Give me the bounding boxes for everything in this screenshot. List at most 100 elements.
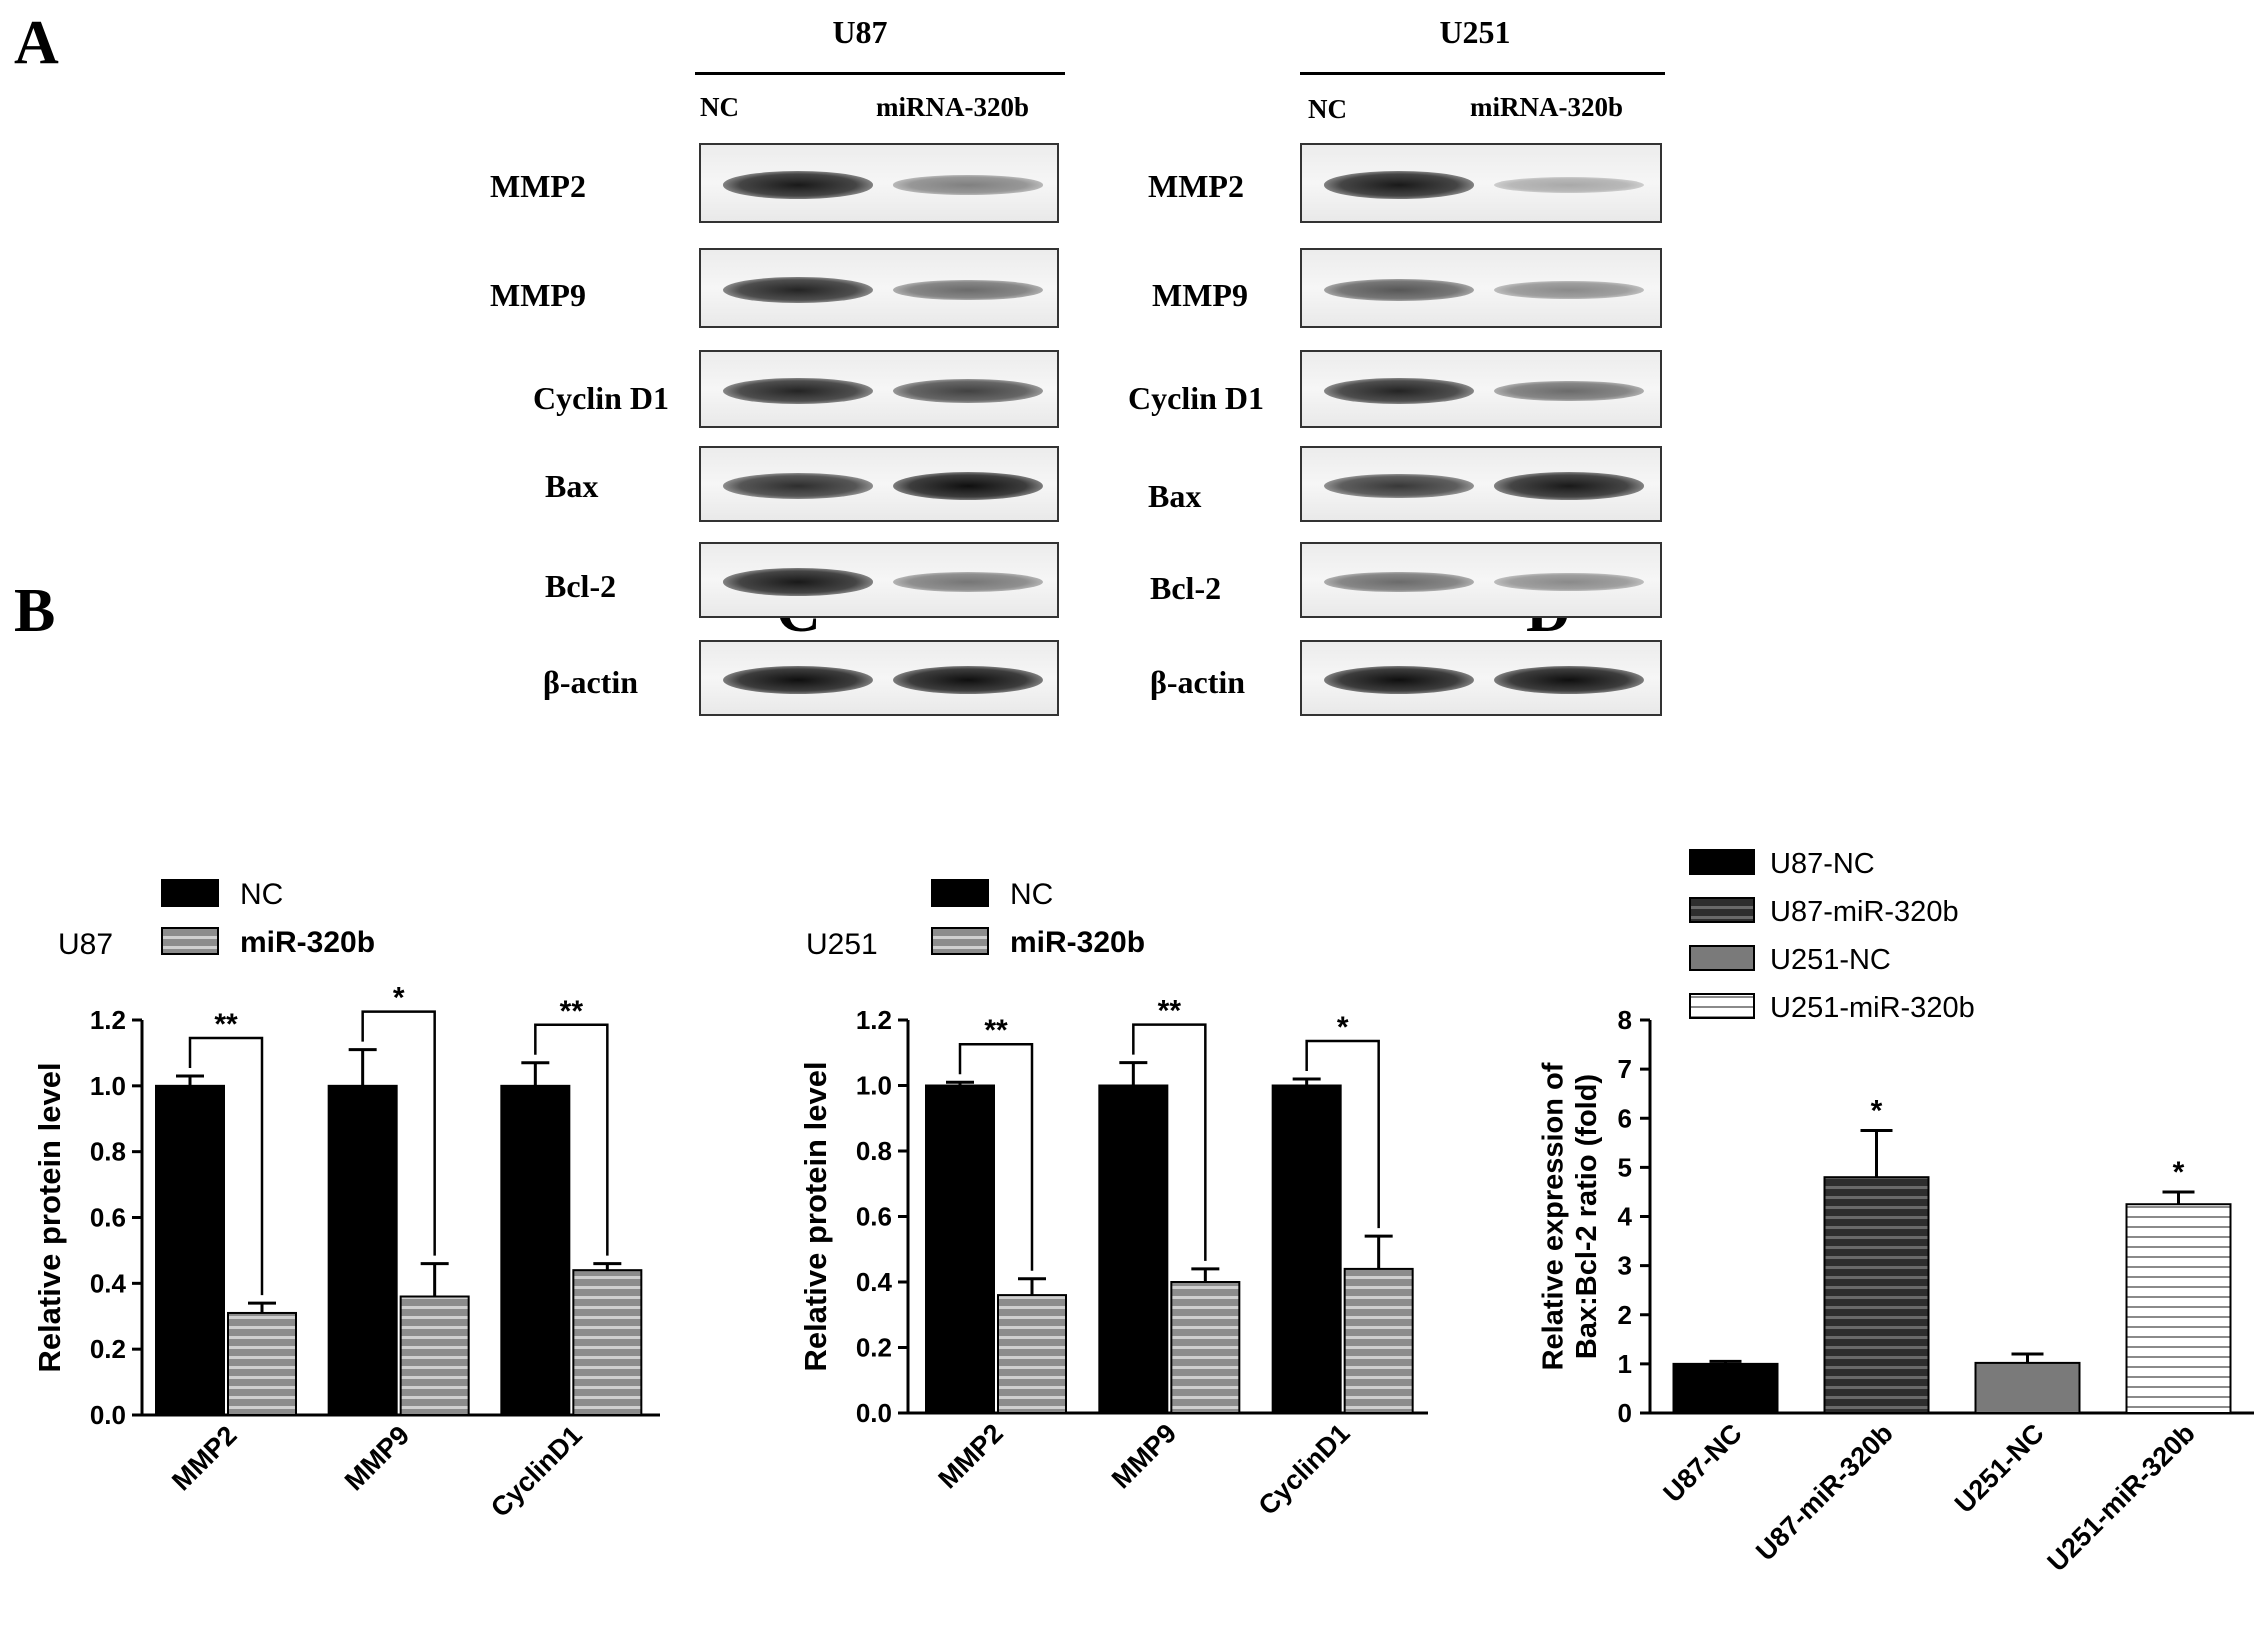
blot-box-u87-row-6 bbox=[699, 640, 1059, 716]
y-tick-label: 0.6 bbox=[856, 1202, 892, 1232]
blot-protein-label-u87-cyclind1: Cyclin D1 bbox=[533, 380, 669, 416]
legend-swatch bbox=[931, 879, 989, 907]
y-tick-label: 3 bbox=[1618, 1251, 1632, 1281]
blot-band-u251-row-5-lane-1 bbox=[1324, 571, 1474, 593]
bar-u87-nc bbox=[1672, 1362, 1779, 1414]
blot-band-u87-row-5-lane-1 bbox=[723, 568, 873, 596]
bar-mir-320b-mmp2 bbox=[227, 1311, 297, 1417]
blot-band-u87-row-6-lane-1 bbox=[723, 666, 873, 694]
blot-protein-label-u251-mmp9: MMP9 bbox=[1152, 277, 1248, 313]
blot-band-u251-row-3-lane-2 bbox=[1494, 380, 1644, 402]
bar-u87-mir-320b bbox=[1823, 1176, 1930, 1414]
legend-label: NC bbox=[240, 878, 283, 911]
chart-d-bax-bcl2: 0 1 2 3 4 5 6 7 8 Relative expression ofBax:Bcl-2… bbox=[1538, 848, 2254, 1577]
blot-band-u87-row-6-lane-2 bbox=[893, 666, 1043, 694]
blot-band-u87-row-2-lane-1 bbox=[723, 276, 873, 304]
chart-b-u87: 0.0 0.2 0.4 0.6 0.8 1.0 1.2 Relative protein le… bbox=[32, 878, 660, 1523]
blot-protein-label-u87-actin: β-actin bbox=[543, 664, 639, 700]
significance-bracket bbox=[188, 1036, 264, 1296]
y-axis-label-line: Bax:Bcl-2 ratio (fold) bbox=[1571, 1074, 1603, 1359]
y-tick-label: 1.2 bbox=[856, 1005, 892, 1035]
blot-box-u251-row-5 bbox=[1300, 542, 1662, 618]
x-tick-label: MMP2 bbox=[166, 1420, 242, 1496]
significance-bracket bbox=[1305, 1039, 1380, 1229]
blot-band-u251-row-1-lane-2 bbox=[1494, 177, 1644, 193]
x-tick-label: U87-NC bbox=[1658, 1418, 1748, 1508]
bar-mir-320b-cyclind1 bbox=[572, 1269, 643, 1416]
blot-band-u251-row-5-lane-2 bbox=[1494, 572, 1644, 592]
significance-bracket bbox=[534, 1023, 609, 1256]
blot-band-u87-row-4-lane-2 bbox=[893, 472, 1043, 500]
significance-star: ** bbox=[214, 1008, 238, 1041]
bar-nc-cyclind1 bbox=[500, 1084, 571, 1417]
blot-lane-label-u251-mirna: miRNA-320b bbox=[1470, 92, 1623, 122]
y-axis-label-line: Relative expression of bbox=[1538, 1062, 1570, 1370]
blot-protein-label-u251-mmp2: MMP2 bbox=[1148, 168, 1244, 204]
y-tick-label: 2 bbox=[1618, 1300, 1632, 1330]
bar-u251-nc bbox=[1974, 1361, 2081, 1414]
y-axis-label: Relative expression ofBax:Bcl-2 ratio (f… bbox=[1538, 1062, 1603, 1370]
bar-mir-320b-cyclind1 bbox=[1343, 1267, 1414, 1415]
blot-protein-label-u251-cyclind1: Cyclin D1 bbox=[1128, 380, 1264, 416]
blot-band-u251-row-3-lane-1 bbox=[1324, 377, 1474, 405]
blot-box-u87-row-1 bbox=[699, 143, 1059, 223]
legend-label: U251-NC bbox=[1770, 944, 1891, 976]
blot-box-u87-row-3 bbox=[699, 350, 1059, 428]
x-tick-label: U251-NC bbox=[1949, 1418, 2050, 1519]
blot-box-u251-row-4 bbox=[1300, 446, 1662, 522]
x-tick-label: U251-miR-320b bbox=[2042, 1418, 2201, 1577]
significance-star: * bbox=[1871, 1095, 1883, 1128]
blot-box-u251-row-3 bbox=[1300, 350, 1662, 428]
significance-star: ** bbox=[1158, 995, 1182, 1028]
y-axis-label: Relative protein level bbox=[798, 1061, 833, 1371]
panel-letter-a: A bbox=[14, 9, 59, 77]
blot-box-u87-row-4 bbox=[699, 446, 1059, 522]
bar-nc-mmp9 bbox=[1098, 1084, 1169, 1414]
x-tick-label: MMP2 bbox=[933, 1418, 1009, 1494]
legend-label: U251-miR-320b bbox=[1770, 992, 1975, 1024]
y-tick-label: 0.6 bbox=[90, 1203, 126, 1233]
y-tick-label: 6 bbox=[1618, 1103, 1632, 1133]
legend-label: NC bbox=[1010, 878, 1053, 911]
blot-band-u87-row-3-lane-2 bbox=[893, 379, 1043, 403]
bar-nc-mmp2 bbox=[925, 1084, 995, 1414]
blot-band-u251-row-4-lane-2 bbox=[1494, 472, 1644, 500]
legend-swatch bbox=[1689, 945, 1755, 971]
blot-lane-label-u251-nc: NC bbox=[1308, 94, 1347, 124]
cell-line-label: U87 bbox=[58, 928, 113, 961]
y-tick-label: 0.4 bbox=[856, 1267, 893, 1297]
y-tick-label: 0.0 bbox=[90, 1400, 126, 1430]
legend-label: miR-320b bbox=[1010, 926, 1145, 959]
y-tick-label: 0.8 bbox=[856, 1136, 892, 1166]
blot-band-u251-row-6-lane-2 bbox=[1494, 666, 1644, 694]
y-axis-label: Relative protein level bbox=[32, 1062, 67, 1372]
legend-swatch bbox=[1689, 897, 1755, 923]
blot-lane-label-u87-nc: NC bbox=[700, 92, 739, 122]
blot-band-u251-row-2-lane-1 bbox=[1324, 278, 1474, 302]
blot-cell-title-u251: U251 bbox=[1439, 14, 1511, 50]
legend-swatch bbox=[161, 927, 219, 955]
blot-protein-label-u251-bcl2: Bcl-2 bbox=[1150, 570, 1222, 606]
x-tick-label: MMP9 bbox=[339, 1420, 415, 1496]
x-tick-label: MMP9 bbox=[1106, 1418, 1182, 1494]
legend-swatch bbox=[161, 879, 219, 907]
bar-mir-320b-mmp9 bbox=[399, 1295, 470, 1416]
significance-star: ** bbox=[560, 995, 584, 1028]
y-tick-label: 0.0 bbox=[856, 1398, 892, 1428]
y-tick-label: 1 bbox=[1618, 1349, 1632, 1379]
legend-swatch bbox=[1689, 993, 1755, 1019]
blot-band-u87-row-3-lane-1 bbox=[723, 377, 873, 405]
x-tick-label: CyclinD1 bbox=[1253, 1418, 1356, 1521]
y-tick-label: 1.0 bbox=[856, 1071, 892, 1101]
bar-nc-mmp9 bbox=[327, 1084, 398, 1417]
legend-label: U87-miR-320b bbox=[1770, 896, 1959, 928]
blot-box-u251-row-1 bbox=[1300, 143, 1662, 223]
bar-nc-mmp2 bbox=[155, 1084, 225, 1417]
legend-swatch bbox=[931, 927, 989, 955]
x-tick-label: CyclinD1 bbox=[485, 1420, 588, 1523]
legend-label: miR-320b bbox=[240, 926, 375, 959]
y-tick-label: 5 bbox=[1618, 1152, 1632, 1182]
significance-star: * bbox=[2173, 1156, 2185, 1189]
blot-box-u251-row-6 bbox=[1300, 640, 1662, 716]
